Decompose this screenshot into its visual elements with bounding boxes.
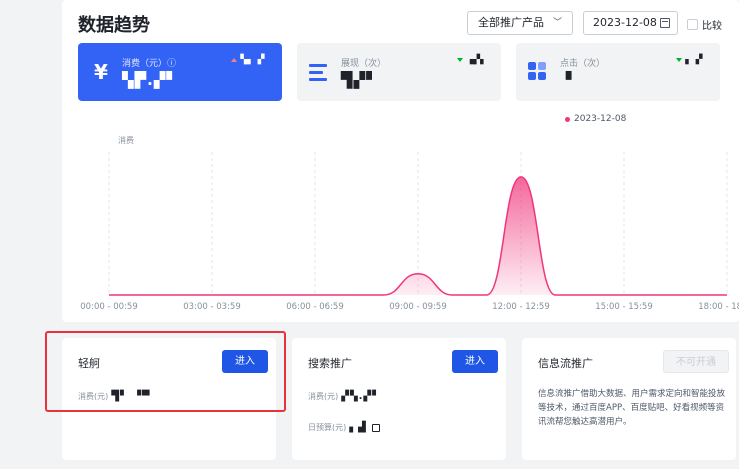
enter-button[interactable]: 进入 (222, 350, 268, 373)
x-tick-label: 15:00 - 15:59 (595, 302, 652, 312)
metric-card-spend[interactable]: ¥ 消费（元）ⓘ ▚▛.▞▘ ▚▖▗▘ (78, 43, 282, 101)
product-select-value: 全部推广产品 (478, 16, 544, 29)
panel-title: 轻舸 (78, 357, 100, 370)
x-tick-label: 03:00 - 03:59 (183, 302, 240, 312)
date-picker[interactable]: 2023-12-08 (583, 11, 678, 35)
metric-card-clicks[interactable]: 点击（次） ▝ ▖▗▘ (516, 43, 720, 101)
page-title: 数据趋势 (78, 15, 150, 36)
legend-dot-icon (565, 116, 570, 122)
panel-stat-spend: 消费(元) ▞▚.▞▘ (308, 391, 381, 402)
calendar-icon (660, 18, 670, 28)
metric-label: 展现（次） (341, 59, 387, 69)
metric-value: ▝ (560, 71, 573, 89)
panel-title: 信息流推广 (538, 357, 593, 370)
metric-label: 点击（次） (560, 59, 606, 69)
trend-chart: 00:00 - 00:59 03:00 - 03:59 06:00 - 06:59 0… (80, 152, 739, 312)
data-trend-card: 数据趋势 全部推广产品 ﹀ 2023-12-08 比较 ¥ 消费（元）ⓘ ▚▛.… (62, 0, 739, 322)
x-tick-label: 09:00 - 09:59 (389, 302, 446, 312)
panel-feed-promotion: 信息流推广 不可开通 信息流推广借助大数据、用户需求定向和智能投放等技术，通过百… (522, 338, 736, 460)
x-tick-label: 12:00 - 12:59 (492, 302, 549, 312)
edit-icon[interactable] (372, 423, 381, 432)
chevron-down-icon: ﹀ (552, 18, 562, 28)
panel-stat-daily-budget: 日预算(元) ▖▟ (308, 422, 381, 433)
panel-qingge: 轻舸 进入 消费(元) ▜▘ ▝▀ (62, 338, 276, 460)
metric-trend: ▚▖▗▘ (231, 55, 268, 65)
panel-stat-spend: 消费(元) ▜▘ ▝▀ (78, 391, 151, 402)
x-tick-label: 06:00 - 06:59 (286, 302, 343, 312)
metric-value: ▜▞▘ (341, 71, 379, 89)
chart-y-title: 消费 (118, 136, 134, 145)
trend-down-icon (457, 57, 464, 62)
panel-title: 搜索推广 (308, 357, 352, 370)
enter-button[interactable]: 进入 (452, 350, 498, 373)
metric-trend: ▖▗▘ (676, 55, 706, 65)
panel-search-promotion: 搜索推广 进入 消费(元) ▞▚.▞▘ 日预算(元) ▖▟ (292, 338, 506, 460)
x-tick-label: 00:00 - 00:59 (80, 302, 137, 312)
x-tick-label: 18:00 - 18:59 (698, 302, 739, 312)
metric-value: ▚▛.▞▘ (122, 71, 179, 89)
unavailable-button: 不可开通 (663, 350, 729, 373)
list-bars-icon (309, 61, 331, 83)
compare-checkbox[interactable] (687, 19, 698, 30)
legend-label: 2023-12-08 (574, 114, 627, 124)
trend-down-icon (676, 57, 683, 62)
highlight-box (45, 331, 286, 412)
product-select[interactable]: 全部推广产品 ﹀ (467, 11, 573, 35)
date-value: 2023-12-08 (593, 16, 657, 29)
grid-icon (528, 61, 550, 83)
compare-toggle[interactable]: 比较 (687, 17, 722, 32)
compare-label: 比较 (702, 21, 722, 32)
yen-icon: ¥ (94, 60, 108, 84)
metric-card-impressions[interactable]: 展现（次） ▜▞▘ ▗▞▖ (297, 43, 501, 101)
metric-label: 消费（元）ⓘ (122, 59, 177, 69)
metric-trend: ▗▞▖ (457, 55, 487, 65)
trend-up-icon (231, 57, 238, 62)
series-line (109, 176, 727, 296)
panel-description: 信息流推广借助大数据、用户需求定向和智能投放等技术，通过百度APP、百度贴吧、好… (538, 389, 726, 427)
chart-legend: 2023-12-08 (565, 114, 626, 124)
